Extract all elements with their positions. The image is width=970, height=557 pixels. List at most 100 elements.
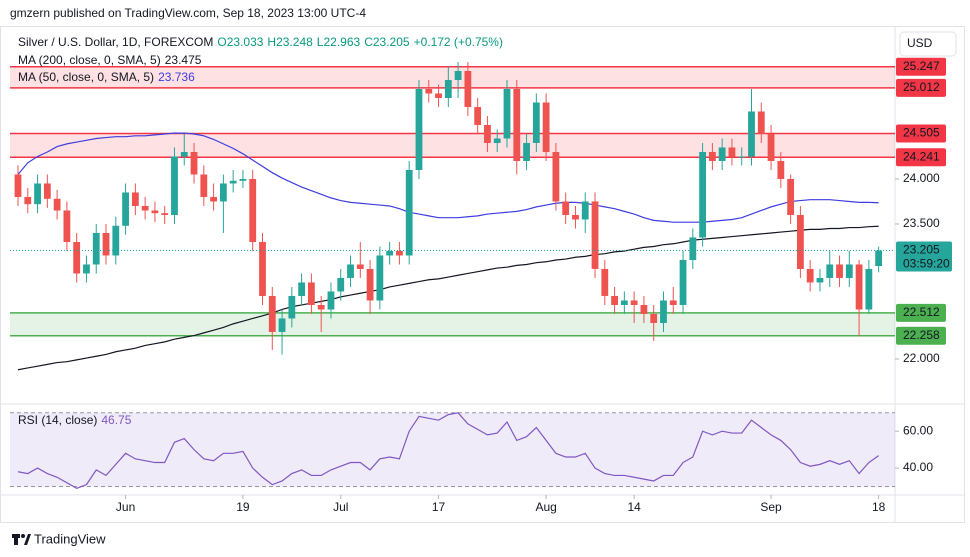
candle-body: [180, 151, 188, 157]
candle-body: [581, 201, 589, 220]
candle-body: [308, 282, 315, 305]
candle-body: [444, 79, 452, 98]
candle-body: [190, 151, 198, 175]
candle-body: [650, 313, 658, 323]
candle-body: [532, 102, 540, 143]
candle-body: [112, 225, 120, 256]
ohlc-close: C23.205: [364, 35, 410, 49]
zone-label-box: [896, 57, 946, 76]
candle-body: [141, 205, 149, 211]
candle-body: [366, 268, 374, 301]
candle-body: [259, 241, 266, 296]
ohlc-low: L22.963: [316, 35, 361, 49]
rsi-line: [17, 412, 879, 489]
candle-body: [806, 268, 814, 283]
candle-body: [34, 183, 41, 205]
candle-body: [347, 264, 354, 278]
ma200-name: MA (200, close, 0, SMA, 5): [18, 53, 161, 67]
y-tick-label: 22.000: [903, 351, 940, 365]
x-tick-label: 17: [432, 500, 446, 514]
candle-body: [405, 169, 413, 256]
ohlc-high: H23.248: [267, 35, 313, 49]
candle-body: [73, 241, 81, 274]
candle-body: [728, 147, 736, 157]
zone-label: 25.012: [903, 80, 940, 94]
legend-ma50: MA (50, close, 0, SMA, 5) 23.736: [18, 70, 199, 84]
candle-body: [493, 138, 501, 143]
candle-body: [122, 192, 129, 226]
rsi-tick-label: 60.00: [903, 423, 933, 437]
candle-body: [875, 250, 883, 267]
ohlc-change: +0.172 (+0.75%): [413, 35, 503, 49]
candle-body: [699, 151, 706, 238]
candle-body: [268, 295, 276, 332]
candle-body: [161, 213, 169, 215]
candle-body: [210, 196, 217, 202]
candle-body: [454, 70, 462, 80]
candle-body: [669, 300, 677, 305]
legend-ma200: MA (200, close, 0, SMA, 5) 23.475: [18, 53, 205, 67]
candle-body: [562, 201, 570, 215]
candle-body: [503, 88, 511, 139]
zone: [10, 312, 895, 336]
ma200-value: 23.475: [164, 53, 202, 67]
candle-body: [63, 210, 71, 242]
candle-body: [102, 232, 110, 256]
candle-body: [337, 277, 345, 292]
candle-body: [14, 174, 22, 197]
candle-body: [484, 124, 491, 143]
candle-body: [464, 70, 472, 107]
candle-body: [767, 133, 775, 161]
plot-area: [10, 61, 895, 489]
candle-body: [689, 237, 697, 260]
x-tick-label: Jun: [116, 500, 135, 514]
legend-main: Silver / U.S. Dollar, 1D, FOREXCOM O23.03…: [18, 35, 507, 49]
footer-brand: TradingView: [34, 531, 106, 546]
x-tick-label: Sep: [760, 500, 782, 514]
x-tick-label: Jul: [333, 500, 348, 514]
candle-body: [601, 268, 609, 296]
candle-body: [53, 198, 61, 211]
zone-label-box: [896, 326, 946, 345]
zone-label-box: [896, 303, 946, 322]
zone: [10, 133, 895, 158]
candle-body: [748, 111, 755, 157]
header: gmzern published on TradingView.com, Sep…: [10, 6, 366, 20]
currency-button[interactable]: [899, 31, 957, 57]
chart-frame: [0, 26, 965, 523]
candle-body: [92, 232, 100, 265]
ma50-value: 23.736: [158, 70, 195, 84]
candle-body: [816, 277, 824, 283]
zone-label-box: [896, 124, 946, 143]
zone-label-box: [896, 148, 946, 167]
candle-body: [640, 304, 648, 314]
candle-body: [415, 88, 423, 170]
candle-body: [219, 183, 227, 202]
last-price-box: [896, 241, 952, 272]
candle-body: [83, 264, 90, 274]
candle-body: [679, 259, 687, 305]
candle-body: [396, 250, 403, 256]
moving-average: [17, 225, 879, 371]
candle-body: [572, 214, 579, 220]
candle-body: [131, 192, 139, 206]
y-tick-label: 23.500: [903, 216, 940, 230]
rsi-value: 46.75: [101, 413, 132, 427]
candle-body: [278, 318, 286, 332]
candle-body: [552, 151, 560, 202]
candle-body: [836, 264, 843, 278]
candle-body: [630, 300, 638, 305]
zone-label: 22.258: [903, 328, 940, 342]
candle-body: [327, 291, 335, 310]
rsi-band: [10, 412, 895, 487]
candle-body: [43, 183, 51, 199]
zone-label: 24.241: [903, 149, 940, 163]
candle-body: [660, 300, 667, 323]
candle-body: [171, 156, 178, 215]
moving-average: [17, 132, 879, 223]
candle-body: [376, 255, 384, 301]
candle-body: [620, 300, 628, 305]
candle-body: [474, 106, 482, 125]
candle-body: [356, 264, 364, 269]
